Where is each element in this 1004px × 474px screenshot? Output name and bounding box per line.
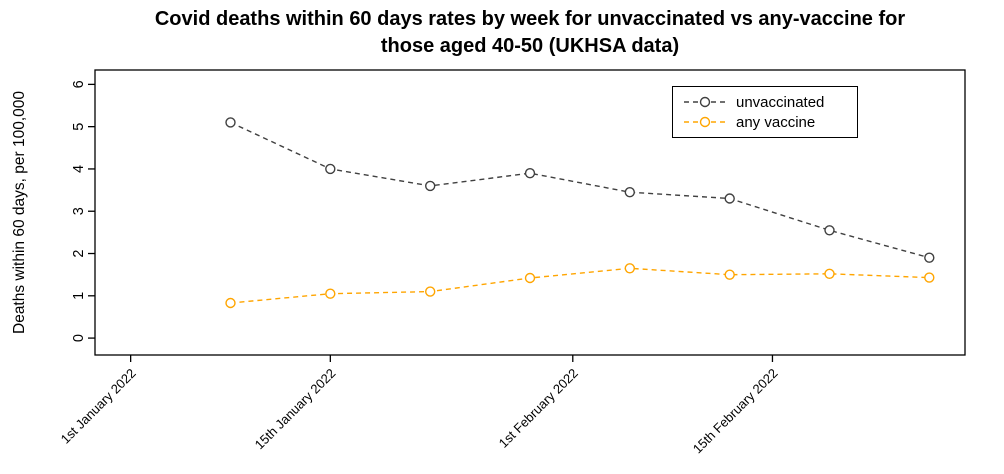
y-axis-title: Deaths within 60 days, per 100,000: [11, 91, 28, 334]
y-tick-label: 1: [71, 292, 87, 300]
data-point-any-vaccine: [225, 297, 236, 309]
data-point-unvaccinated: [325, 163, 336, 175]
data-point-any-vaccine: [624, 263, 635, 274]
x-tick-label: 15th January 2022: [252, 366, 339, 453]
data-point-unvaccinated: [724, 193, 735, 204]
y-tick-label: 3: [71, 207, 87, 215]
data-point-unvaccinated: [524, 167, 536, 179]
legend-item-unvaccinated: unvaccinated: [682, 94, 857, 111]
y-tick-label: 0: [71, 334, 87, 342]
series-line-any-vaccine: [230, 267, 930, 304]
data-point-any-vaccine: [824, 268, 835, 279]
legend-label-unvaccinated: unvaccinated: [736, 93, 825, 111]
x-tick-label: 15th February 2022: [690, 366, 781, 457]
chart-title-line-1: Covid deaths within 60 days rates by wee…: [154, 8, 906, 30]
plot-border: [94, 69, 966, 356]
y-tick-label: 5: [71, 123, 87, 131]
y-tick-label: 2: [71, 249, 87, 257]
data-point-unvaccinated: [824, 225, 835, 236]
legend-label-any-vaccine: any vaccine: [736, 113, 816, 131]
data-point-unvaccinated: [425, 180, 436, 192]
data-point-unvaccinated: [924, 252, 935, 263]
legend: unvaccinated any vaccine: [672, 86, 858, 138]
x-tick-label: 1st February 2022: [496, 366, 581, 451]
y-tick-label: 4: [71, 165, 87, 173]
data-point-any-vaccine: [425, 286, 436, 297]
data-point-any-vaccine: [524, 272, 536, 284]
chart-title-line-2: those aged 40-50 (UKHSA data): [380, 35, 680, 57]
legend-item-any-vaccine: any vaccine: [682, 114, 857, 131]
data-point-any-vaccine: [924, 272, 935, 283]
legend-sample-any-vaccine-icon: [684, 116, 726, 128]
y-tick-label: 6: [71, 80, 87, 88]
legend-sample-unvaccinated-icon: [684, 96, 726, 108]
data-point-any-vaccine: [325, 288, 336, 299]
chart-title: Covid deaths within 60 days rates by wee…: [95, 6, 965, 60]
x-tick-label: 1st January 2022: [58, 366, 139, 447]
data-point-unvaccinated: [225, 117, 236, 128]
series-line-unvaccinated: [230, 121, 930, 259]
data-point-unvaccinated: [624, 186, 635, 198]
data-point-any-vaccine: [724, 269, 735, 280]
